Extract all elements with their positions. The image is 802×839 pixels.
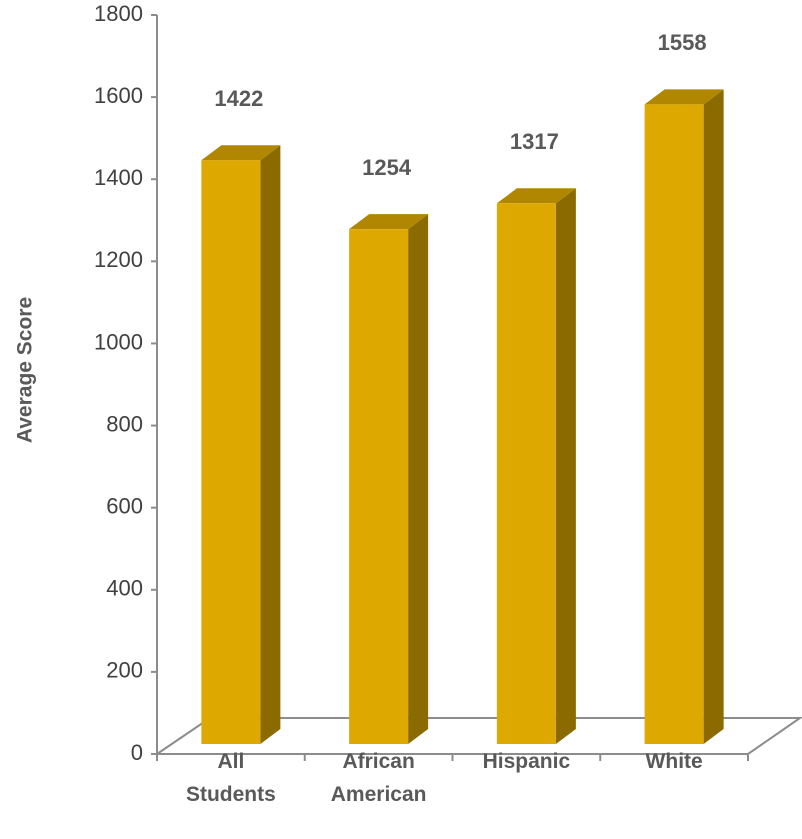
bar-top [496, 188, 576, 204]
x-tick-label: White [646, 750, 703, 773]
y-tick-label: 1600 [94, 83, 143, 108]
bar-top [349, 214, 429, 230]
x-tick-label: All Students [186, 750, 276, 806]
data-label: 1317 [510, 129, 559, 154]
bar [644, 104, 704, 745]
bar-side [703, 89, 724, 745]
y-tick-label: 600 [106, 493, 143, 518]
bar-top [201, 145, 281, 161]
x-tick-label: Hispanic [483, 750, 571, 773]
y-tick-label: 200 [106, 658, 143, 683]
x-tick-label: African American [331, 750, 427, 806]
data-label: 1254 [362, 155, 412, 180]
y-tick-label: 800 [106, 411, 143, 436]
data-label: 1558 [658, 30, 707, 55]
bar [201, 160, 261, 744]
bar-side [408, 214, 429, 744]
bar-side [260, 145, 281, 744]
y-tick-label: 1200 [94, 247, 143, 272]
bar [349, 229, 409, 744]
y-tick-label: 1400 [94, 165, 143, 190]
y-tick-label: 400 [106, 576, 143, 601]
y-tick-label: 1800 [94, 1, 143, 26]
y-axis-label: Average Score [14, 297, 37, 443]
y-tick-label: 0 [131, 740, 143, 765]
bar-top [644, 89, 724, 105]
data-label: 1422 [214, 86, 263, 111]
bar-side [555, 188, 576, 744]
y-tick-label: 1000 [94, 329, 143, 354]
bar [496, 203, 556, 744]
